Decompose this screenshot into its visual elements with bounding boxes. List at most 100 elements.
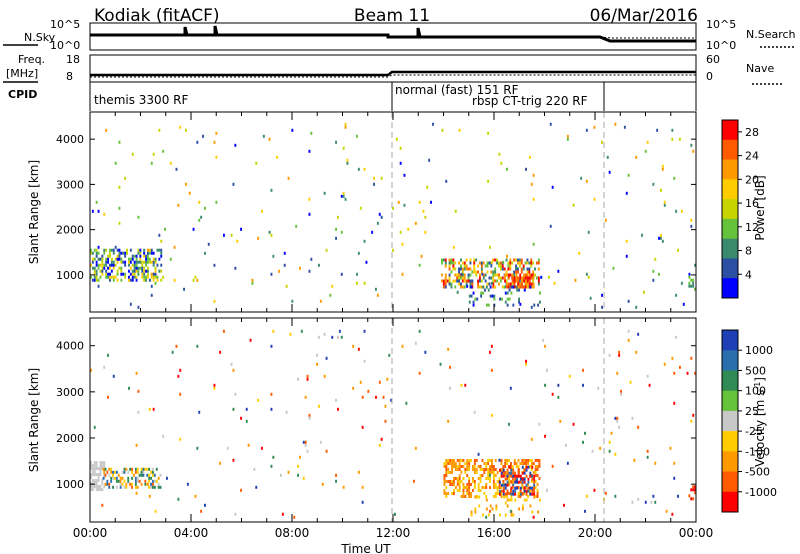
data-cell: [270, 233, 273, 237]
data-cell: [469, 282, 472, 286]
data-cell: [525, 167, 527, 171]
data-cell: [121, 470, 124, 474]
data-cell: [482, 285, 484, 289]
data-cell: [502, 465, 505, 468]
data-cell: [321, 482, 324, 486]
y-tick-label: 1000: [56, 478, 84, 491]
data-cell: [93, 470, 96, 474]
data-cell: [482, 261, 485, 265]
data-cell: [458, 477, 461, 480]
data-cell: [444, 258, 447, 262]
data-cell: [356, 272, 358, 276]
data-cell: [517, 267, 519, 271]
data-cell: [126, 251, 128, 255]
data-cell: [489, 473, 491, 477]
data-cell: [688, 494, 691, 498]
y-tick-label: 4000: [56, 133, 84, 146]
data-cell: [511, 279, 514, 283]
data-cell: [506, 459, 509, 462]
data-cell: [531, 474, 534, 478]
data-cell: [99, 464, 102, 468]
data-cell: [477, 264, 479, 268]
data-cell: [136, 479, 139, 483]
data-cell: [458, 270, 460, 274]
data-cell: [532, 471, 535, 474]
data-cell: [642, 290, 645, 294]
data-cell: [123, 467, 126, 471]
data-cell: [128, 275, 130, 279]
data-cell: [466, 465, 469, 468]
data-cell: [304, 395, 307, 399]
data-cell: [342, 194, 345, 198]
data-cell: [95, 485, 98, 489]
data-cell: [120, 257, 123, 261]
x-tick-label: 04:00: [174, 526, 209, 540]
data-cell: [488, 282, 491, 286]
data-cell: [299, 266, 301, 270]
data-cell: [528, 155, 531, 159]
data-cell: [585, 494, 588, 498]
data-cell: [147, 248, 149, 252]
data-cell: [480, 267, 483, 271]
data-cell: [148, 260, 151, 264]
data-cell: [474, 510, 477, 514]
data-cell: [690, 356, 693, 360]
data-cell: [452, 261, 455, 265]
data-cell: [97, 266, 100, 270]
data-cell: [465, 258, 468, 262]
data-cell: [463, 279, 466, 283]
data-cell: [196, 446, 199, 450]
data-cell: [510, 513, 513, 517]
data-cell: [346, 161, 349, 165]
data-cell: [478, 504, 481, 508]
colorbar-tick-label: 28: [745, 126, 759, 139]
data-cell: [526, 276, 529, 280]
data-cell: [506, 282, 508, 286]
data-cell: [337, 215, 339, 219]
data-cell: [504, 471, 507, 474]
data-cell: [458, 279, 460, 283]
data-cell: [489, 477, 491, 480]
data-cell: [644, 149, 647, 153]
data-cell: [451, 480, 453, 483]
data-cell: [213, 383, 216, 387]
data-cell: [127, 476, 130, 480]
data-cell: [112, 476, 114, 480]
data-cell: [200, 215, 203, 219]
data-cell: [537, 276, 540, 280]
data-cell: [95, 263, 98, 267]
data-cell: [97, 479, 100, 483]
data-cell: [442, 282, 445, 286]
data-cell: [669, 446, 672, 450]
data-cell: [477, 477, 480, 480]
data-cell: [283, 263, 286, 267]
data-cell: [204, 206, 206, 210]
data-cell: [527, 480, 530, 484]
data-cell: [536, 459, 539, 462]
data-cell: [310, 131, 313, 135]
data-cell: [517, 486, 520, 489]
data-cell: [510, 495, 513, 499]
data-cell: [532, 515, 535, 519]
data-cell: [90, 461, 92, 465]
data-cell: [475, 258, 478, 262]
data-cell: [494, 459, 497, 462]
data-cell: [128, 278, 130, 282]
data-cell: [245, 419, 248, 423]
data-cell: [503, 267, 506, 271]
data-cell: [631, 416, 634, 420]
data-cell: [213, 263, 216, 267]
data-cell: [291, 128, 294, 132]
data-cell: [147, 254, 149, 258]
data-cell: [537, 279, 540, 283]
data-cell: [445, 480, 448, 483]
data-cell: [476, 297, 479, 301]
colorbar-tick-label: -100: [745, 445, 770, 458]
data-cell: [325, 248, 328, 252]
data-cell: [148, 485, 151, 489]
data-cell: [97, 476, 100, 480]
data-cell: [525, 279, 527, 283]
data-cell: [528, 261, 531, 265]
data-cell: [365, 260, 368, 264]
